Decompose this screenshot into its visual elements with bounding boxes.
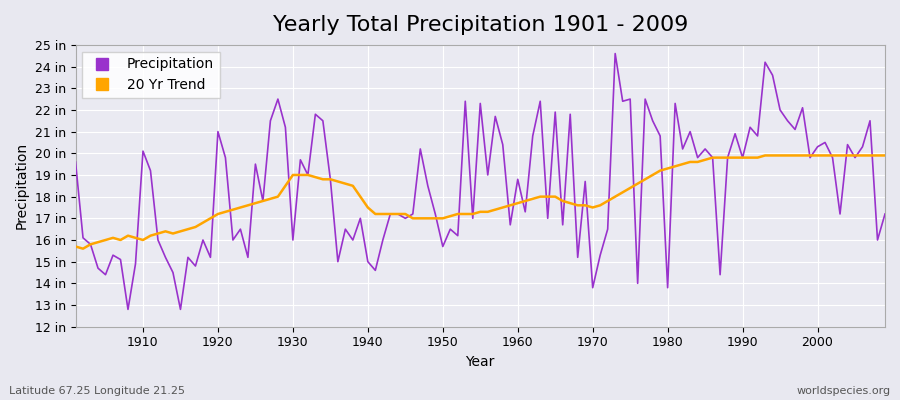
20 Yr Trend [77,246,88,251]
Title: Yearly Total Precipitation 1901 - 2009: Yearly Total Precipitation 1901 - 2009 [273,15,688,35]
20 Yr Trend [512,201,523,206]
X-axis label: Year: Year [465,355,495,369]
Precipitation [879,212,890,216]
20 Yr Trend [610,194,621,199]
Text: Latitude 67.25 Longitude 21.25: Latitude 67.25 Longitude 21.25 [9,386,185,396]
Line: Precipitation: Precipitation [76,54,885,309]
20 Yr Trend [520,198,531,203]
Text: worldspecies.org: worldspecies.org [796,386,891,396]
Precipitation [70,160,81,164]
Precipitation [610,51,621,56]
20 Yr Trend [70,244,81,249]
Precipitation [520,210,531,214]
Precipitation [512,177,523,182]
Precipitation [122,307,133,312]
20 Yr Trend [347,184,358,188]
20 Yr Trend [879,153,890,158]
Y-axis label: Precipitation: Precipitation [15,142,29,229]
20 Yr Trend [760,153,770,158]
Precipitation [302,172,313,177]
Precipitation [138,149,148,154]
20 Yr Trend [302,172,313,177]
20 Yr Trend [138,238,148,242]
Precipitation [347,238,358,242]
Precipitation [617,99,628,104]
Line: 20 Yr Trend: 20 Yr Trend [76,156,885,249]
Legend: Precipitation, 20 Yr Trend: Precipitation, 20 Yr Trend [83,52,220,98]
